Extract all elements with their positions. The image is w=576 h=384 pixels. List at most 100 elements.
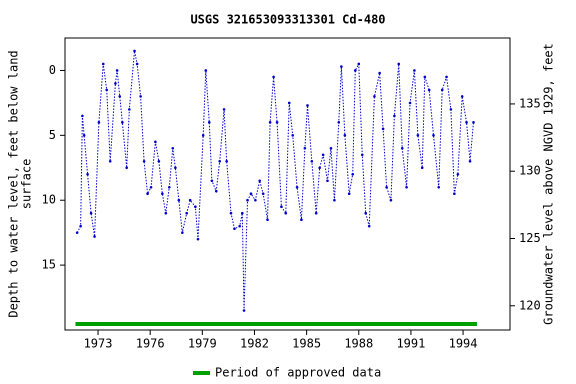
data-point xyxy=(321,153,325,157)
y-axis-label: surface xyxy=(20,159,34,210)
data-point xyxy=(105,88,109,92)
x-tick-label: 1991 xyxy=(396,337,425,351)
data-point xyxy=(300,218,303,221)
data-point xyxy=(146,192,149,196)
data-point xyxy=(233,227,236,231)
data-point xyxy=(360,153,364,157)
data-point xyxy=(86,172,89,176)
data-point xyxy=(154,140,157,144)
data-point xyxy=(108,159,112,163)
data-point xyxy=(408,101,412,105)
data-point xyxy=(222,108,226,111)
x-tick-label: 1994 xyxy=(449,337,478,351)
data-point xyxy=(351,172,354,176)
data-point xyxy=(128,108,131,111)
y-tick-label: 15 xyxy=(42,258,56,272)
data-point xyxy=(385,185,388,189)
data-point xyxy=(139,95,142,98)
y2-tick-label: 125 xyxy=(519,231,541,245)
data-point xyxy=(218,159,222,163)
data-point xyxy=(420,166,424,170)
data-point xyxy=(246,198,249,202)
data-point xyxy=(258,179,261,183)
data-point xyxy=(93,235,96,238)
data-point xyxy=(413,69,416,72)
data-point xyxy=(465,121,468,124)
data-point xyxy=(261,192,265,196)
y2-axis-label: Groundwater level above NGVD 1929, feet xyxy=(542,43,556,325)
data-point xyxy=(121,121,124,124)
data-point xyxy=(310,159,314,163)
chart-title: USGS 321653093313301 Cd-480 xyxy=(190,13,385,27)
data-point xyxy=(82,134,86,137)
data-point xyxy=(416,134,420,137)
data-point xyxy=(432,134,435,137)
data-point xyxy=(400,147,404,150)
data-point xyxy=(329,147,333,150)
y2-tick-label: 120 xyxy=(519,298,541,312)
data-point xyxy=(326,179,329,183)
data-point xyxy=(229,211,233,215)
data-point xyxy=(284,211,288,215)
data-point xyxy=(125,166,129,170)
data-point xyxy=(445,75,448,79)
data-point xyxy=(378,71,381,75)
data-point xyxy=(456,172,460,176)
data-point xyxy=(118,95,122,98)
data-point xyxy=(214,189,218,193)
data-point xyxy=(275,121,279,124)
data-point xyxy=(135,62,139,66)
data-point xyxy=(440,88,444,92)
data-point xyxy=(79,224,82,228)
data-point xyxy=(353,69,357,72)
data-point xyxy=(287,101,291,105)
data-point xyxy=(373,95,376,98)
data-point xyxy=(357,62,361,66)
data-point xyxy=(161,192,164,196)
data-point xyxy=(397,62,401,66)
data-point xyxy=(272,75,275,79)
data-point xyxy=(437,185,441,189)
data-point xyxy=(291,134,295,137)
data-point xyxy=(460,95,464,98)
data-point xyxy=(114,82,117,85)
data-point xyxy=(167,185,171,189)
data-point xyxy=(393,114,396,118)
y-tick-label: 10 xyxy=(42,193,56,207)
data-point xyxy=(364,211,368,215)
data-point xyxy=(242,309,246,312)
data-point xyxy=(453,192,456,196)
data-point xyxy=(149,185,153,189)
data-point xyxy=(81,114,84,118)
data-point xyxy=(75,231,79,234)
data-point xyxy=(347,192,351,196)
data-point xyxy=(333,198,336,202)
data-point xyxy=(115,69,119,72)
data-point xyxy=(188,198,192,202)
legend-label: Period of approved data xyxy=(215,366,381,380)
data-point xyxy=(268,121,272,124)
data-point xyxy=(280,205,283,209)
data-point xyxy=(306,104,309,107)
data-point xyxy=(423,75,427,79)
data-point xyxy=(405,185,408,189)
y-tick-label: 0 xyxy=(49,63,56,77)
data-point xyxy=(225,159,228,163)
data-point xyxy=(318,166,321,170)
data-point xyxy=(266,218,269,221)
y2-tick-label: 135 xyxy=(519,96,541,110)
x-tick-label: 1988 xyxy=(344,337,373,351)
data-point xyxy=(157,159,161,163)
data-point xyxy=(241,211,244,215)
data-point xyxy=(254,198,257,202)
y-axis-label: Depth to water level, feet below land xyxy=(7,50,21,317)
data-point xyxy=(196,237,200,241)
x-tick-label: 1973 xyxy=(84,337,113,351)
plot-frame xyxy=(64,37,511,331)
data-point xyxy=(174,166,177,170)
data-point xyxy=(210,179,214,183)
data-point xyxy=(133,49,136,53)
data-point xyxy=(181,231,184,234)
data-point xyxy=(177,198,181,202)
